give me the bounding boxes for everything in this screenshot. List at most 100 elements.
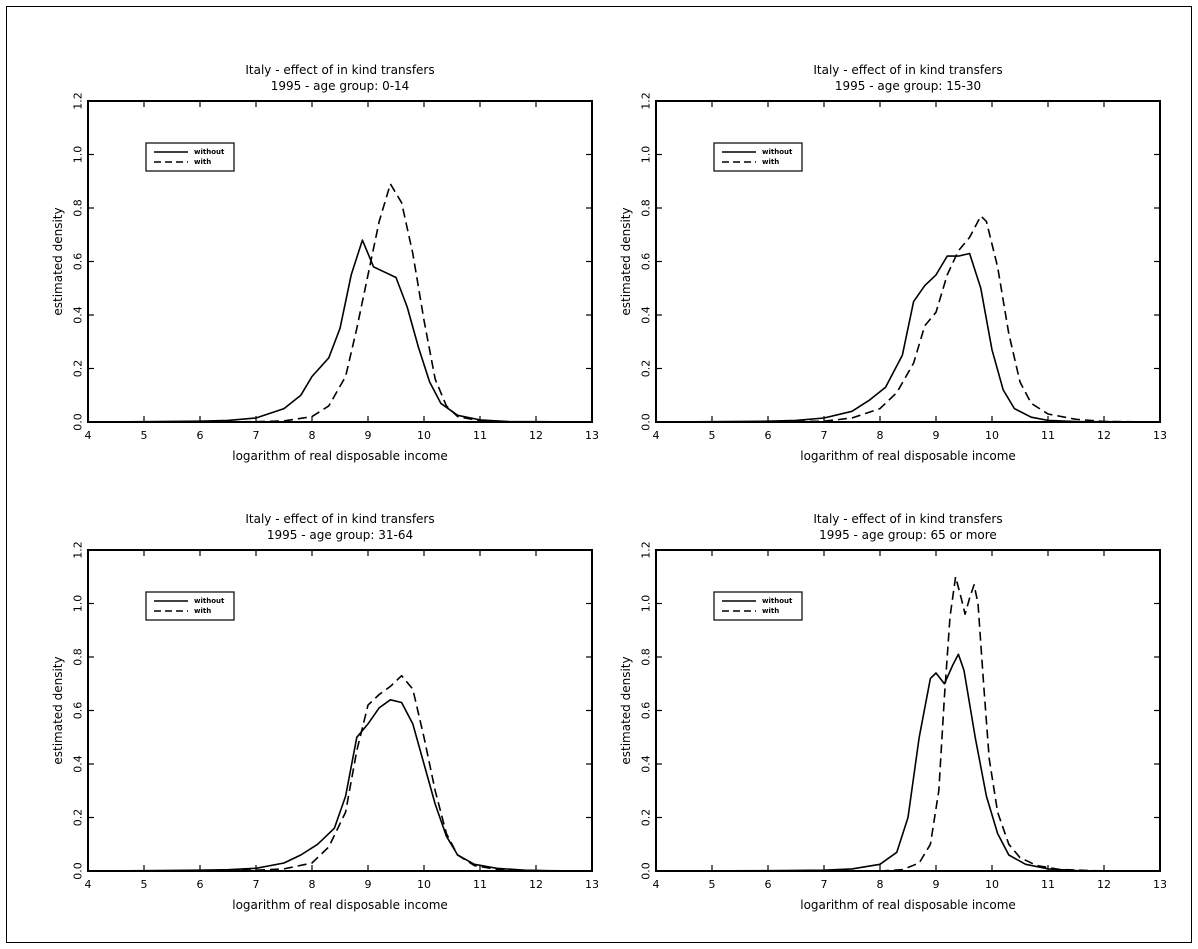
y-axis-label: estimated density (51, 207, 65, 315)
y-tick-label: 0.2 (640, 809, 653, 827)
chart-title: Italy - effect of in kind transfers (245, 512, 434, 526)
x-tick-label: 11 (473, 878, 487, 891)
legend-label-with: with (194, 607, 211, 615)
y-tick-label: 0.8 (640, 199, 653, 217)
chart-subtitle: 1995 - age group: 0-14 (271, 79, 410, 93)
legend-box (713, 142, 803, 172)
y-tick-label: 0.0 (640, 862, 653, 880)
x-tick-label: 4 (85, 429, 92, 442)
y-tick-label: 0.8 (72, 199, 85, 217)
x-tick-label: 11 (1041, 429, 1055, 442)
x-tick-label: 10 (417, 429, 431, 442)
x-axis-label: logarithm of real disposable income (800, 898, 1016, 912)
x-tick-label: 9 (933, 878, 940, 891)
x-tick-label: 7 (821, 429, 828, 442)
x-tick-label: 5 (141, 878, 148, 891)
legend-label-without: without (194, 148, 225, 156)
x-tick-label: 9 (365, 429, 372, 442)
series-line-without (655, 252, 1161, 423)
x-tick-label: 12 (1097, 429, 1111, 442)
x-tick-label: 6 (765, 878, 772, 891)
legend-label-with: with (762, 607, 779, 615)
y-tick-label: 0.2 (72, 809, 85, 827)
x-tick-label: 6 (197, 878, 204, 891)
x-axis-label: logarithm of real disposable income (232, 898, 448, 912)
x-tick-label: 9 (365, 878, 372, 891)
x-tick-label: 7 (821, 878, 828, 891)
chart-panel-3: Italy - effect of in kind transfers 1995 … (51, 512, 599, 912)
x-tick-label: 8 (309, 878, 316, 891)
x-tick-label: 13 (1153, 429, 1167, 442)
x-tick-label: 5 (709, 878, 716, 891)
x-axis-label: logarithm of real disposable income (232, 449, 448, 463)
chart-subtitle: 1995 - age group: 31-64 (267, 528, 413, 542)
series-line-without (87, 699, 593, 872)
x-tick-label: 4 (653, 878, 660, 891)
x-tick-label: 13 (585, 429, 599, 442)
legend-label-with: with (762, 158, 779, 166)
y-tick-label: 0.2 (72, 360, 85, 378)
y-tick-label: 1.2 (640, 92, 653, 110)
series-line-without (87, 239, 593, 423)
y-axis-label: estimated density (619, 207, 633, 315)
series-line-with (655, 215, 1161, 423)
x-tick-label: 8 (309, 429, 316, 442)
legend-label-without: without (762, 148, 793, 156)
y-axis-label: estimated density (619, 656, 633, 764)
x-tick-label: 13 (585, 878, 599, 891)
y-tick-label: 0.4 (72, 306, 85, 324)
y-tick-label: 1.0 (72, 595, 85, 613)
y-tick-label: 0.6 (72, 702, 85, 720)
chart-title: Italy - effect of in kind transfers (245, 63, 434, 77)
legend-box (713, 591, 803, 621)
x-tick-label: 9 (933, 429, 940, 442)
x-tick-label: 12 (529, 878, 543, 891)
legend-label-without: without (762, 597, 793, 605)
chart-subtitle: 1995 - age group: 15-30 (835, 79, 981, 93)
y-tick-label: 1.2 (72, 541, 85, 559)
chart-panel-4: Italy - effect of in kind transfers 1995 … (619, 512, 1167, 912)
y-tick-label: 1.2 (640, 541, 653, 559)
chart-panel-2: Italy - effect of in kind transfers 1995 … (619, 63, 1167, 463)
series-line-with (656, 576, 1161, 872)
legend-box (145, 591, 235, 621)
chart-title: Italy - effect of in kind transfers (813, 512, 1002, 526)
x-tick-label: 5 (141, 429, 148, 442)
x-tick-label: 7 (253, 429, 260, 442)
x-tick-label: 7 (253, 878, 260, 891)
chart-panel-1: Italy - effect of in kind transfers 1995 … (51, 63, 599, 463)
y-tick-label: 1.0 (640, 146, 653, 164)
x-tick-label: 12 (529, 429, 543, 442)
y-tick-label: 1.0 (72, 146, 85, 164)
y-tick-label: 0.4 (640, 755, 653, 773)
x-tick-label: 12 (1097, 878, 1111, 891)
x-axis-label: logarithm of real disposable income (800, 449, 1016, 463)
x-tick-label: 4 (653, 429, 660, 442)
series-line-without (655, 653, 1160, 872)
y-tick-label: 0.6 (72, 253, 85, 271)
y-tick-label: 0.0 (640, 413, 653, 431)
x-tick-label: 6 (765, 429, 772, 442)
y-tick-label: 0.8 (72, 648, 85, 666)
x-tick-label: 10 (985, 878, 999, 891)
chart-subtitle: 1995 - age group: 65 or more (819, 528, 997, 542)
x-tick-label: 11 (1041, 878, 1055, 891)
y-tick-label: 0.4 (640, 306, 653, 324)
x-tick-label: 8 (877, 878, 884, 891)
x-tick-label: 13 (1153, 878, 1167, 891)
legend-label-without: without (194, 597, 225, 605)
legend-box (145, 142, 235, 172)
x-tick-label: 5 (709, 429, 716, 442)
series-line-with (87, 674, 593, 872)
y-tick-label: 0.6 (640, 702, 653, 720)
chart-title: Italy - effect of in kind transfers (813, 63, 1002, 77)
y-tick-label: 0.0 (72, 413, 85, 431)
series-line-with (88, 183, 592, 423)
y-tick-label: 0.6 (640, 253, 653, 271)
x-tick-label: 10 (417, 878, 431, 891)
y-tick-label: 0.2 (640, 360, 653, 378)
x-tick-label: 10 (985, 429, 999, 442)
y-tick-label: 1.2 (72, 92, 85, 110)
x-tick-label: 11 (473, 429, 487, 442)
